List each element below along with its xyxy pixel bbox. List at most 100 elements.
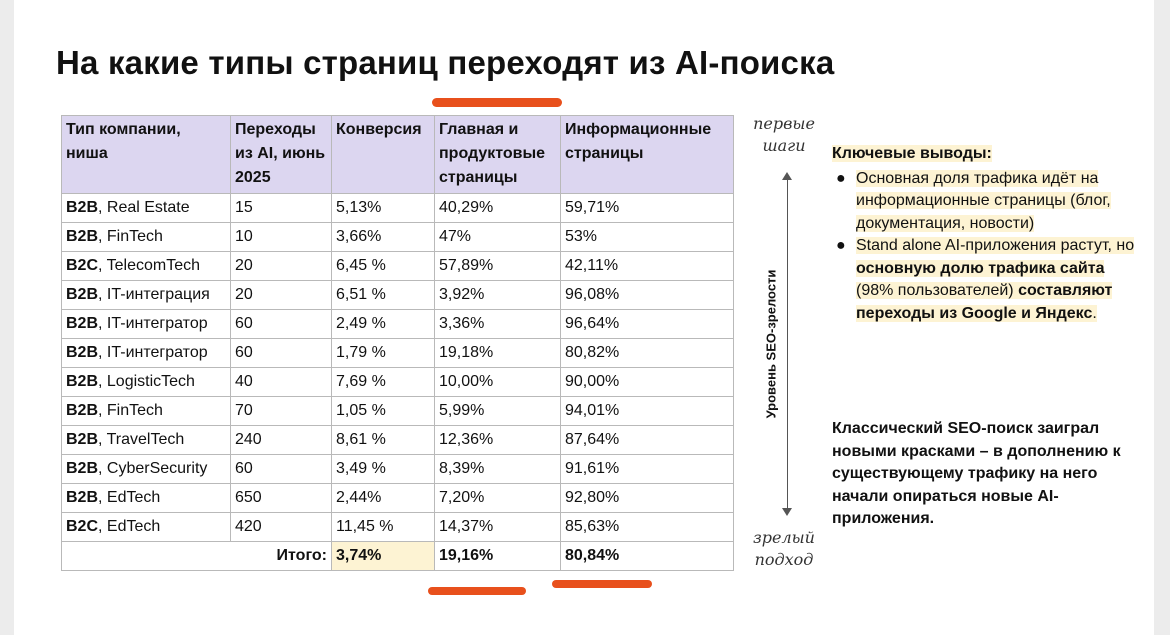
niche-label: , IT-интеграция [98, 286, 210, 303]
conversion-cell: 3,66% [331, 222, 435, 252]
maturity-axis-line [787, 178, 788, 510]
company-type-cell: B2B, TravelTech [61, 425, 231, 455]
company-type-cell: B2B, LogisticTech [61, 367, 231, 397]
niche-label: , IT-интегратор [98, 315, 208, 332]
total-main-pages: 19,16% [434, 541, 561, 571]
main-pages-cell: 7,20% [434, 483, 561, 513]
info-pages-cell: 87,64% [560, 425, 734, 455]
conversion-cell: 2,44% [331, 483, 435, 513]
company-type-cell: B2B, Real Estate [61, 193, 231, 223]
table-header-row: Тип компании, ниша Переходы из AI, июнь … [61, 115, 734, 194]
table-row: B2C, EdTech 420 11,45 % 14,37% 85,63% [61, 512, 734, 542]
closing-statement: Классический SEO-поиск заиграл новыми кр… [832, 420, 1121, 527]
segment-label: B2B [66, 344, 99, 361]
conversion-cell: 2,49 % [331, 309, 435, 339]
company-type-cell: B2B, FinTech [61, 396, 231, 426]
bullet-icon: ● [836, 237, 846, 254]
conclusion-point-2: ● Stand alone AI-приложения растут, но о… [836, 235, 1142, 325]
header-info-pages: Информационные страницы [560, 115, 734, 194]
table-row: B2B, FinTech 10 3,66% 47% 53% [61, 222, 734, 252]
company-type-cell: B2C, EdTech [61, 512, 231, 542]
conversion-cell: 1,79 % [331, 338, 435, 368]
main-pages-cell: 8,39% [434, 454, 561, 484]
info-pages-cell: 53% [560, 222, 734, 252]
table-row: B2B, IT-интегратор 60 2,49 % 3,36% 96,64% [61, 309, 734, 339]
niche-label: , Real Estate [98, 199, 190, 216]
header-conversion: Конверсия [331, 115, 435, 194]
table-row: B2B, CyberSecurity 60 3,49 % 8,39% 91,61% [61, 454, 734, 484]
conclusion-point-2-part3: . [1092, 304, 1097, 322]
main-pages-cell: 5,99% [434, 396, 561, 426]
info-pages-cell: 80,82% [560, 338, 734, 368]
company-type-cell: B2B, IT-интегратор [61, 338, 231, 368]
traffic-cell: 60 [230, 338, 332, 368]
info-pages-cell: 91,61% [560, 454, 734, 484]
table-row: B2B, EdTech 650 2,44% 7,20% 92,80% [61, 483, 734, 513]
segment-label: B2B [66, 373, 99, 390]
segment-label: B2B [66, 315, 99, 332]
info-pages-cell: 96,64% [560, 309, 734, 339]
traffic-cell: 650 [230, 483, 332, 513]
segment-label: B2C [66, 257, 99, 274]
info-pages-cell: 42,11% [560, 251, 734, 281]
conversion-cell: 7,69 % [331, 367, 435, 397]
main-pages-cell: 3,36% [434, 309, 561, 339]
niche-label: , TravelTech [98, 431, 185, 448]
niche-label: , EdTech [98, 518, 161, 535]
conclusion-point-2-bold2: составляют переходы из Google и Яндекс [856, 282, 1113, 322]
segment-label: B2C [66, 518, 99, 535]
slide-title: На какие типы страниц переходят из AI-по… [56, 44, 835, 81]
conversion-cell: 11,45 % [331, 512, 435, 542]
niche-label: , TelecomTech [98, 257, 200, 274]
conclusions-list: ● Основная доля трафика идёт на информац… [832, 168, 1142, 326]
traffic-cell: 15 [230, 193, 332, 223]
main-pages-cell: 19,18% [434, 338, 561, 368]
traffic-cell: 70 [230, 396, 332, 426]
segment-label: B2B [66, 286, 99, 303]
header-ai-traffic: Переходы из AI, июнь 2025 [230, 115, 332, 194]
conclusion-point-1: ● Основная доля трафика идёт на информац… [836, 168, 1142, 236]
company-type-cell: B2B, IT-интеграция [61, 280, 231, 310]
total-label: Итого: [61, 541, 332, 571]
niche-label: , EdTech [98, 489, 161, 506]
traffic-cell: 20 [230, 251, 332, 281]
conclusion-point-2-text: Stand alone AI-приложения растут, но осн… [856, 237, 1135, 322]
conclusion-point-2-part2: (98% пользователей) [856, 282, 1019, 299]
traffic-cell: 60 [230, 309, 332, 339]
conclusion-point-2-bold1: основную долю трафика сайта [856, 259, 1105, 277]
conversion-cell: 6,51 % [331, 280, 435, 310]
main-pages-cell: 47% [434, 222, 561, 252]
title-underline-mark [432, 98, 562, 107]
main-pages-cell: 10,00% [434, 367, 561, 397]
total-main-underline-mark [428, 587, 526, 595]
table-row: B2B, LogisticTech 40 7,69 % 10,00% 90,00% [61, 367, 734, 397]
arrow-up-icon [782, 172, 792, 180]
segment-label: B2B [66, 460, 99, 477]
main-pages-cell: 57,89% [434, 251, 561, 281]
company-type-cell: B2B, CyberSecurity [61, 454, 231, 484]
main-pages-cell: 12,36% [434, 425, 561, 455]
maturity-axis-label: Уровень SEO-зрелости [763, 269, 779, 419]
traffic-cell: 40 [230, 367, 332, 397]
main-pages-cell: 14,37% [434, 512, 561, 542]
total-info-underline-mark [552, 580, 652, 588]
info-pages-cell: 96,08% [560, 280, 734, 310]
company-type-cell: B2B, IT-интегратор [61, 309, 231, 339]
traffic-table: Тип компании, ниша Переходы из AI, июнь … [61, 115, 734, 571]
segment-label: B2B [66, 431, 99, 448]
table-row: B2C, TelecomTech 20 6,45 % 57,89% 42,11% [61, 251, 734, 281]
conversion-cell: 1,05 % [331, 396, 435, 426]
info-pages-cell: 85,63% [560, 512, 734, 542]
main-pages-cell: 3,92% [434, 280, 561, 310]
table-row: B2B, FinTech 70 1,05 % 5,99% 94,01% [61, 396, 734, 426]
total-conversion: 3,74% [331, 541, 435, 571]
table-row: B2B, IT-интегратор 60 1,79 % 19,18% 80,82% [61, 338, 734, 368]
company-type-cell: B2B, FinTech [61, 222, 231, 252]
conversion-cell: 6,45 % [331, 251, 435, 281]
conversion-cell: 8,61 % [331, 425, 435, 455]
company-type-cell: B2B, EdTech [61, 483, 231, 513]
table-total-row: Итого: 3,74% 19,16% 80,84% [61, 541, 734, 571]
traffic-cell: 20 [230, 280, 332, 310]
total-info-pages: 80,84% [560, 541, 734, 571]
company-type-cell: B2C, TelecomTech [61, 251, 231, 281]
